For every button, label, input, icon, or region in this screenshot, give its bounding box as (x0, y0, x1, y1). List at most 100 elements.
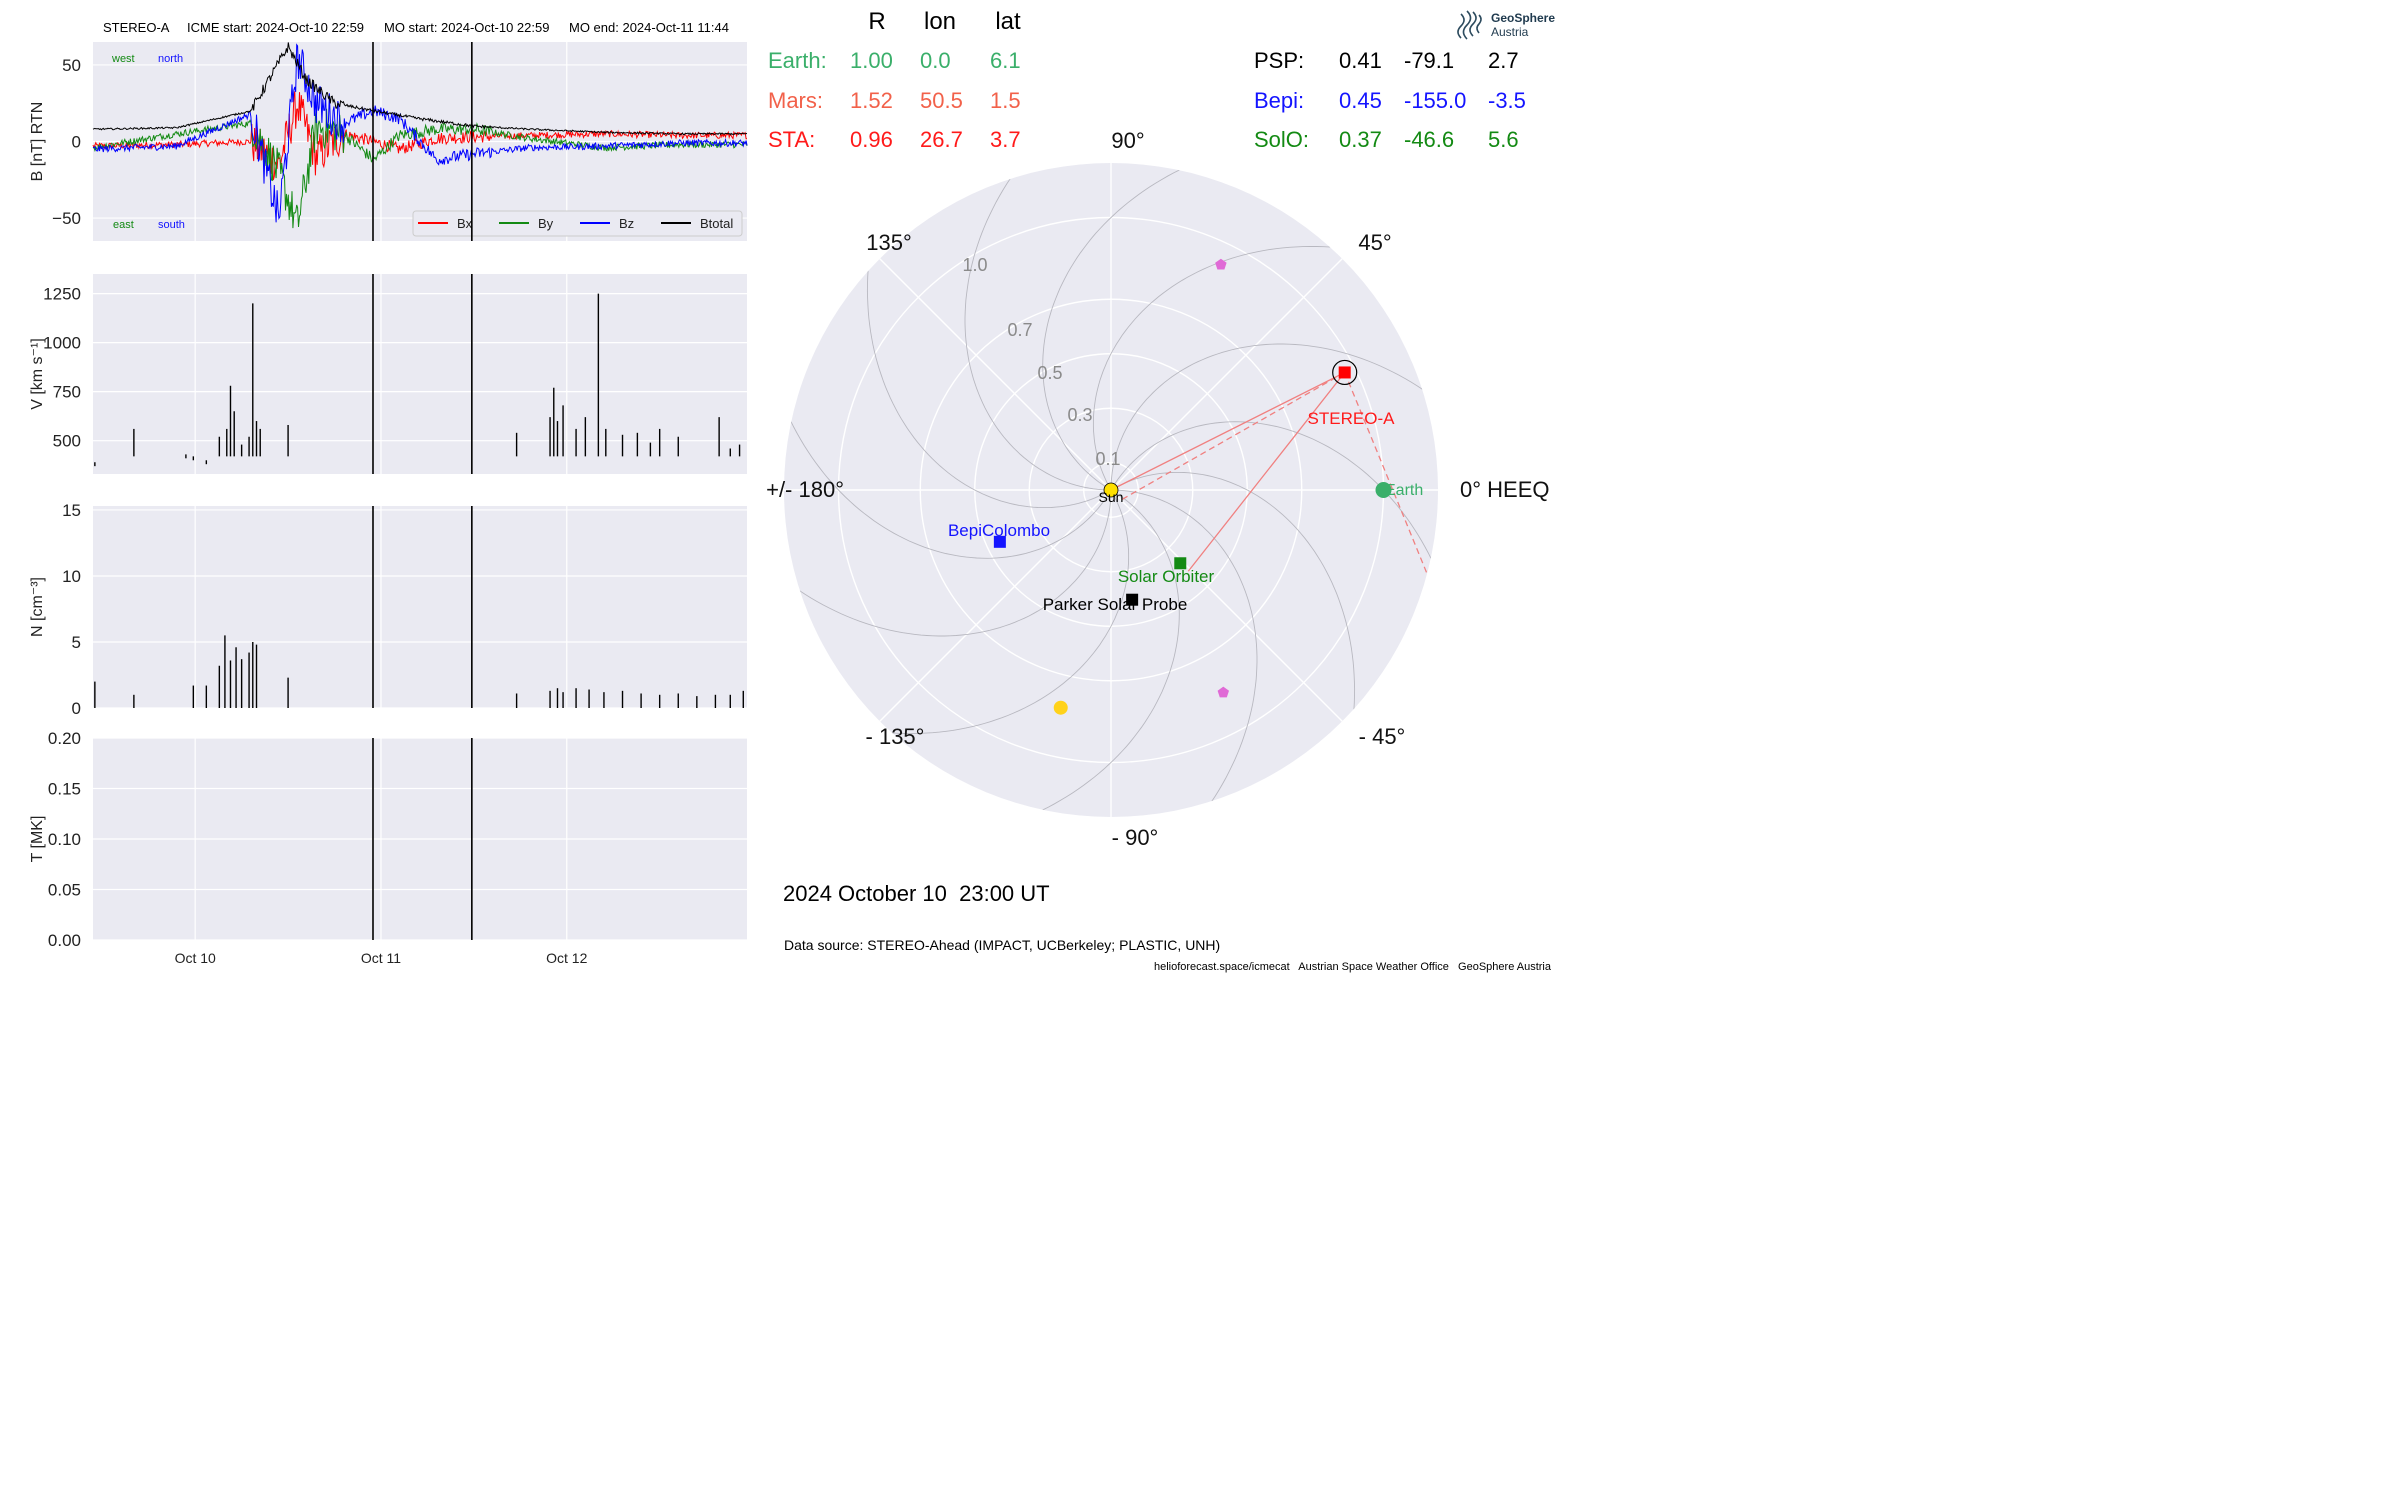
label-east: east (113, 219, 134, 231)
bepicolombo-label: BepiColombo (948, 521, 1050, 540)
right-row-r: 0.41 (1339, 48, 1382, 73)
logo-line1: GeoSphere (1491, 11, 1555, 25)
left-row-name: STA: (768, 127, 815, 152)
polar-orbit-plot: 0.1 0.3 0.5 0.7 1.0 0° HEEQ 45° 90° 135° +/- 180°… (766, 128, 1550, 850)
left-row-lat: 6.1 (990, 48, 1021, 73)
parker-spiral-line (1110, 421, 1438, 600)
left-row-lat: 3.7 (990, 127, 1021, 152)
panel-1: 1250 1000 750 500 V [km s⁻¹] (29, 274, 747, 474)
column-lon: lon (924, 8, 956, 35)
label-west: west (111, 53, 135, 65)
radial-tick-label: 0.3 (1067, 405, 1092, 425)
angle-label-a0: 0° HEEQ (1460, 477, 1550, 502)
header-spacecraft: STEREO-A (103, 20, 170, 35)
right-row-name: PSP: (1254, 48, 1304, 73)
legend: Bx By Bz Btotal (412, 210, 743, 237)
right-row-lon: -46.6 (1404, 127, 1454, 152)
left-row-name: Mars: (768, 88, 823, 113)
right-row-lon: -155.0 (1404, 88, 1466, 113)
left-row-r: 1.00 (850, 48, 893, 73)
label-north: north (158, 53, 183, 65)
radial-tick-label: 0.5 (1037, 363, 1062, 383)
panel-background (93, 506, 747, 708)
y-tick-label: 15 (62, 501, 81, 520)
radial-tick-label: 1.0 (962, 255, 987, 275)
legend-label-by: By (538, 216, 554, 231)
logo-line2: Austria (1491, 25, 1529, 39)
right-row-name: SolO: (1254, 127, 1309, 152)
y-tick-label: 0.00 (48, 931, 81, 950)
angular-gridline (1110, 489, 1343, 722)
y-tick-label: 0.15 (48, 780, 81, 799)
sta-outer-dashed-line (1344, 372, 1429, 577)
right-row-r: 0.45 (1339, 88, 1382, 113)
panel-0: 50 0 −50 B [nT] RTN west north east south Bx By Bz… (29, 42, 748, 241)
angular-gridline (879, 489, 1112, 722)
parker-solar-probe-label: Parker Solar Probe (1043, 595, 1188, 614)
solar-orbiter-marker (1174, 557, 1187, 570)
parker-spiral-line (1092, 245, 1375, 491)
angle-label-a45: 45° (1358, 230, 1391, 255)
y-tick-label: −50 (52, 209, 81, 228)
bepicolombo-marker (993, 535, 1006, 548)
positions-table: R lon lat Earth: 1.00 0.0 6.1 Mars: 1.52 50.5 1… (768, 8, 1526, 152)
stereo-a-marker (1338, 366, 1351, 379)
pentagon-marker (1215, 258, 1227, 270)
y-tick-label: 500 (53, 432, 81, 451)
series-line-bz (92, 43, 748, 223)
header-icme-start: ICME start: 2024-Oct-10 22:59 (187, 20, 364, 35)
logo-icon (1457, 10, 1482, 40)
y-tick-label: 0.05 (48, 881, 81, 900)
x-tick-label: Oct 10 (175, 950, 216, 966)
y-tick-label: 50 (62, 56, 81, 75)
legend-box (412, 210, 743, 237)
angle-label-a90: 90° (1111, 128, 1144, 153)
parker-spiral-line (1110, 343, 1438, 491)
label-south: south (158, 219, 185, 231)
angle-label-am135: - 135° (866, 724, 925, 749)
angle-label-a180: +/- 180° (766, 477, 844, 502)
y-tick-label: 0.20 (48, 729, 81, 748)
geosphere-logo: GeoSphere Austria (1457, 10, 1555, 40)
parker-spiral-line (784, 489, 1112, 637)
y-tick-label: 1250 (43, 285, 81, 304)
angle-label-a135: 135° (866, 230, 912, 255)
solar-orbiter-label: Solar Orbiter (1118, 567, 1215, 586)
mars-marker (1053, 700, 1068, 715)
column-lat: lat (995, 8, 1021, 35)
panel-2: 15 10 5 0 N [cm⁻³] (29, 501, 747, 718)
right-row-lat: -3.5 (1488, 88, 1526, 113)
parker-spiral-line (1042, 163, 1221, 491)
y-axis-label: B [nT] RTN (29, 102, 46, 182)
right-row-name: Bepi: (1254, 88, 1304, 113)
left-row-lon: 50.5 (920, 88, 963, 113)
parker-spiral-line (1001, 489, 1180, 817)
right-row-r: 0.37 (1339, 127, 1382, 152)
y-axis-label: V [km s⁻¹] (29, 338, 46, 410)
parker-spiral-line (1110, 489, 1258, 817)
y-tick-label: 0.10 (48, 830, 81, 849)
parker-spiral-line (964, 163, 1112, 491)
column-r: R (868, 8, 885, 35)
y-tick-label: 0 (72, 699, 81, 718)
angle-label-am45: - 45° (1359, 724, 1406, 749)
header-mo-end: MO end: 2024-Oct-11 11:44 (569, 20, 729, 35)
angle-label-am90: - 90° (1112, 825, 1159, 850)
left-row-lat: 1.5 (990, 88, 1021, 113)
footer-credits: helioforecast.space/icmecat Austrian Spa… (1154, 961, 1552, 973)
earth-label: Earth (1385, 482, 1423, 499)
left-row-r: 1.52 (850, 88, 893, 113)
left-row-r: 0.96 (850, 127, 893, 152)
parker-solar-probe-marker (1126, 593, 1139, 606)
y-tick-label: 0 (72, 133, 81, 152)
left-row-lon: 26.7 (920, 127, 963, 152)
parker-spirals (784, 163, 1438, 817)
parker-spiral-line (866, 226, 1112, 509)
y-tick-label: 10 (62, 567, 81, 586)
sta-sun-line (1110, 371, 1345, 491)
radial-tick-label: 0.7 (1007, 320, 1032, 340)
y-tick-label: 5 (72, 633, 81, 652)
stereo-a-label: STEREO-A (1308, 409, 1396, 428)
legend-label-btotal: Btotal (700, 216, 733, 231)
